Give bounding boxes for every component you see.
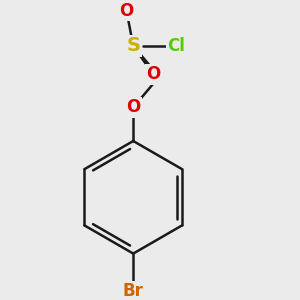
Text: O: O (119, 2, 134, 20)
Text: S: S (126, 36, 140, 56)
Text: O: O (126, 98, 140, 116)
Text: Cl: Cl (167, 37, 185, 55)
Text: O: O (146, 65, 160, 83)
Text: Br: Br (123, 282, 144, 300)
